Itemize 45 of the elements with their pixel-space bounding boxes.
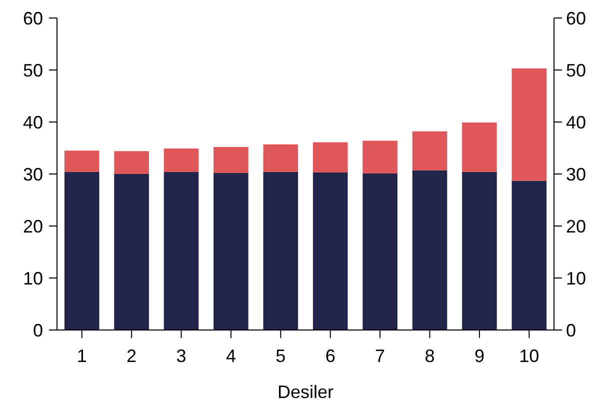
bar xyxy=(164,172,199,330)
bar xyxy=(412,170,448,330)
bar xyxy=(263,172,298,330)
x-tick-label: 7 xyxy=(375,346,386,366)
y-tick-label: 30 xyxy=(22,164,43,184)
x-tick-label: 3 xyxy=(176,346,186,366)
y2-tick-label: 10 xyxy=(566,268,586,288)
x-tick-label: 8 xyxy=(424,346,435,366)
bar xyxy=(512,180,547,330)
bar xyxy=(114,151,149,174)
y2-tick-label: 50 xyxy=(566,60,586,80)
y2-tick-label: 0 xyxy=(566,320,576,340)
y2-tick-label: 40 xyxy=(566,112,586,132)
bar xyxy=(164,148,199,172)
x-tick-label: 1 xyxy=(76,346,87,366)
x-tick-label: 4 xyxy=(226,346,236,366)
bar xyxy=(412,131,448,170)
y2-tick-label: 30 xyxy=(566,164,586,184)
bar xyxy=(362,140,398,174)
bar xyxy=(114,174,149,330)
x-tick-label: 5 xyxy=(276,346,286,366)
x-tick-label: 9 xyxy=(474,346,484,366)
bar xyxy=(512,68,547,181)
y-tick-label: 0 xyxy=(32,320,43,340)
bar xyxy=(263,144,298,172)
y2-tick-label: 60 xyxy=(566,8,586,28)
y2-tick-label: 20 xyxy=(566,216,586,236)
y-tick-label: 40 xyxy=(22,112,43,132)
bar xyxy=(214,146,248,173)
bar xyxy=(64,150,100,172)
x-tick-label: 2 xyxy=(126,346,137,366)
y-tick-label: 20 xyxy=(22,216,43,236)
x-tick-label: 6 xyxy=(325,346,336,366)
bar xyxy=(64,172,100,330)
bar xyxy=(362,173,398,330)
bar xyxy=(312,172,348,330)
bar xyxy=(312,142,348,172)
y-tick-label: 60 xyxy=(22,8,43,28)
x-axis-title: Desiler xyxy=(277,382,334,402)
bar xyxy=(462,172,497,330)
bar xyxy=(462,122,497,172)
y-tick-label: 50 xyxy=(22,60,43,80)
x-tick-label: 10 xyxy=(519,346,540,366)
bar xyxy=(214,172,248,330)
y-tick-label: 10 xyxy=(22,268,43,288)
